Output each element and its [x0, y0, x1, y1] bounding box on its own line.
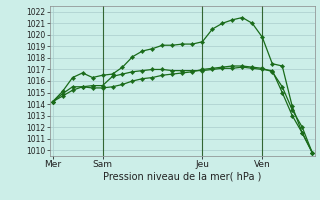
X-axis label: Pression niveau de la mer( hPa ): Pression niveau de la mer( hPa ) — [103, 172, 261, 182]
